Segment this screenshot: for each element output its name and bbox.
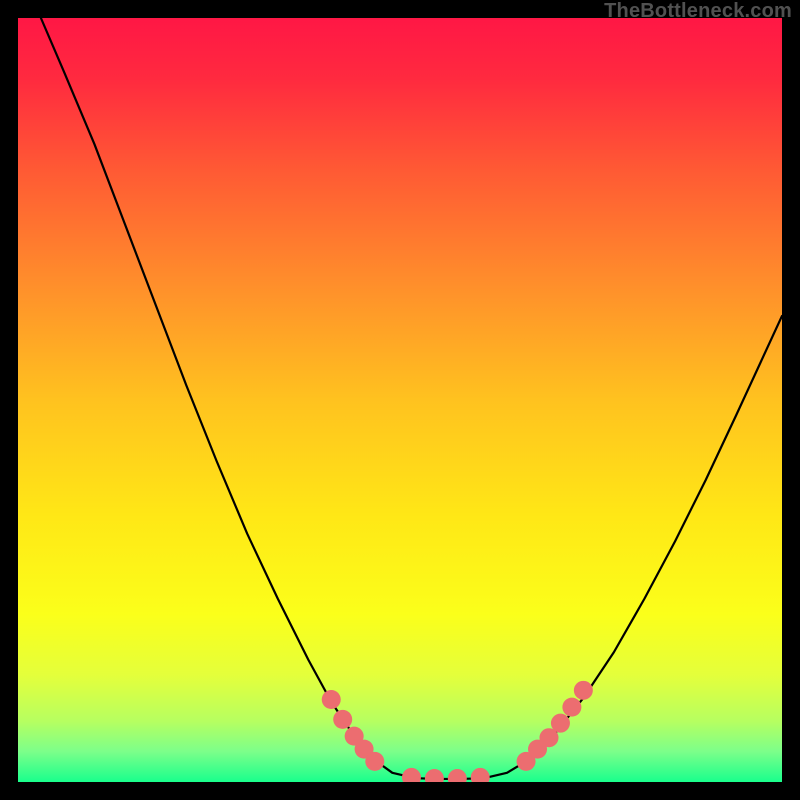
plot-background — [18, 18, 782, 782]
highlight-marker — [562, 698, 581, 717]
highlight-marker — [365, 752, 384, 771]
bottleneck-chart — [0, 0, 800, 800]
highlight-marker — [322, 690, 341, 709]
highlight-marker — [333, 710, 352, 729]
highlight-marker — [574, 681, 593, 700]
highlight-marker — [551, 714, 570, 733]
watermark-text: TheBottleneck.com — [604, 0, 792, 23]
chart-frame: TheBottleneck.com — [0, 0, 800, 800]
